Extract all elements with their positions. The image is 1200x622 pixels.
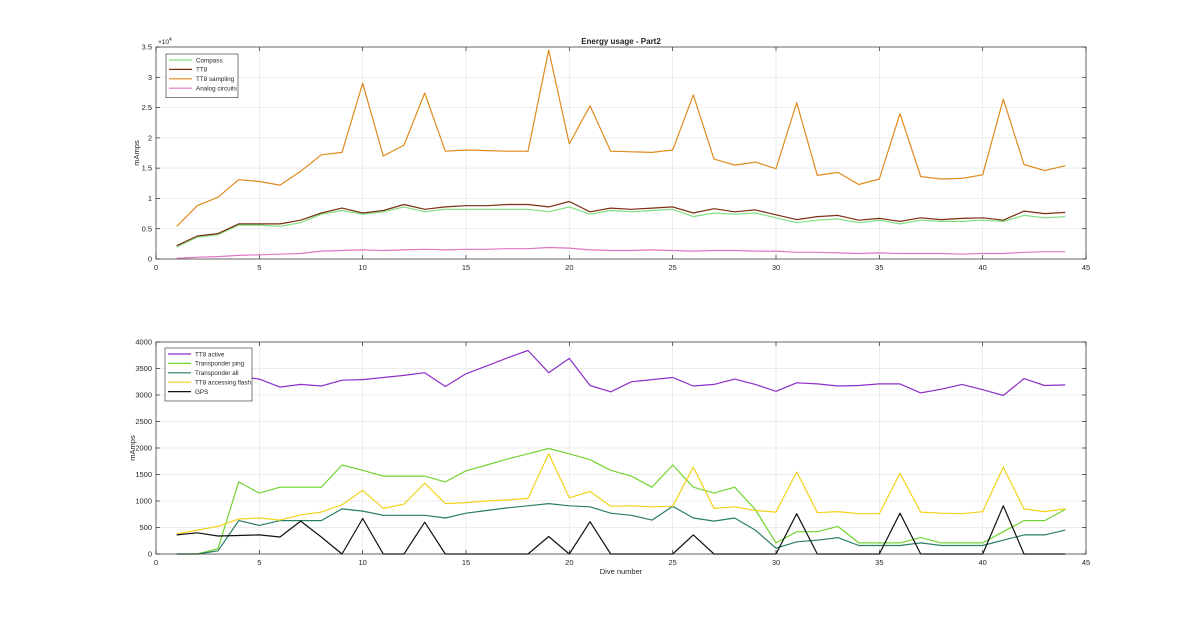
axes-box (155, 46, 1087, 260)
x-tick-label: 10 (358, 263, 366, 272)
x-tick-label: 25 (668, 558, 676, 567)
legend-label: Compass (196, 57, 223, 64)
x-tick-label: 5 (257, 263, 261, 272)
chart-energy-components: 0 5 10 15 20 25 30 35 40 45 0 500 1000 1500 2000 2500 30… (128, 338, 1090, 576)
y-tick-label: 0.5 (142, 224, 152, 233)
series-line-transponder-all (176, 503, 1066, 555)
x-tick-label: 45 (1082, 558, 1090, 567)
y-tick-label: 3000 (135, 391, 152, 400)
x-tick-label: 10 (358, 558, 366, 567)
y-tick-label: 0 (148, 550, 152, 559)
legend-label: TT8 (196, 67, 208, 74)
legend: TT8 active Transponder ping Transponder al… (164, 347, 253, 402)
y-tick-label: 3500 (135, 364, 152, 373)
x-tick-label: 15 (462, 558, 470, 567)
series-line-tt8 (176, 200, 1066, 247)
y-tick-label: 3 (148, 73, 152, 82)
x-tick-label: 15 (462, 263, 470, 272)
legend-label: TT8 active (195, 351, 225, 358)
x-tick-label: 35 (875, 558, 883, 567)
y-tick-label: 1000 (135, 497, 152, 506)
series-line-analog-circuits (176, 246, 1066, 259)
legend-label: Analog circuits (196, 86, 237, 93)
x-tick-label: 45 (1082, 263, 1090, 272)
y-tick-label: 1.5 (142, 164, 152, 173)
legend-label: Transponder ping (195, 361, 245, 368)
series-line-tt8-active (176, 349, 1066, 399)
x-tick-label: 0 (154, 558, 158, 567)
legend-label: GPS (195, 389, 208, 396)
y-tick-label: 1500 (135, 470, 152, 479)
series-line-tt8-sampling (176, 49, 1066, 227)
legend-label: TT8 accessing flash (195, 380, 251, 387)
y-axis-label: mAmps (128, 435, 137, 461)
series-line-compass (176, 206, 1066, 248)
y-tick-label: 4000 (135, 338, 152, 347)
plot-area (156, 47, 1086, 259)
legend-box (165, 53, 239, 98)
x-tick-label: 40 (978, 558, 986, 567)
x-tick-label: 40 (978, 263, 986, 272)
x-tick-label: 35 (875, 263, 883, 272)
chart-energy-part2: 0 5 10 15 20 25 30 35 40 45 0 0.5 1 1.5 2 2.5 3 3.5 ×104 mA… (132, 37, 1090, 272)
y-tick-label: 500 (139, 523, 152, 532)
y-tick-label: 2 (148, 133, 152, 142)
x-axis-label: Dive number (600, 567, 643, 576)
series-line-transponder-ping (176, 447, 1066, 555)
y-tick-label: 2000 (135, 444, 152, 453)
legend: Compass TT8 TT8 sampling Analog circuits (165, 53, 239, 98)
y-axis-label: mAmps (132, 140, 141, 166)
x-tick-label: 5 (257, 558, 261, 567)
y-exponent-label: ×104 (158, 37, 172, 46)
legend-label: TT8 sampling (196, 76, 235, 83)
y-tick-label: 2.5 (142, 103, 152, 112)
x-tick-label: 20 (565, 263, 573, 272)
x-tick-label: 30 (772, 263, 780, 272)
y-tick-label: 2500 (135, 417, 152, 426)
legend-label: Transponder all (195, 370, 239, 377)
x-tick-label: 0 (154, 263, 158, 272)
y-tick-label: 3.5 (142, 43, 152, 52)
y-tick-label: 0 (148, 255, 152, 264)
x-tick-label: 20 (565, 558, 573, 567)
chart-1-title: Energy usage - Part2 (581, 37, 661, 46)
series-line-tt8-accessing-flash (176, 453, 1066, 535)
x-tick-label: 30 (772, 558, 780, 567)
y-tick-label: 1 (148, 194, 152, 203)
x-tick-label: 25 (668, 263, 676, 272)
